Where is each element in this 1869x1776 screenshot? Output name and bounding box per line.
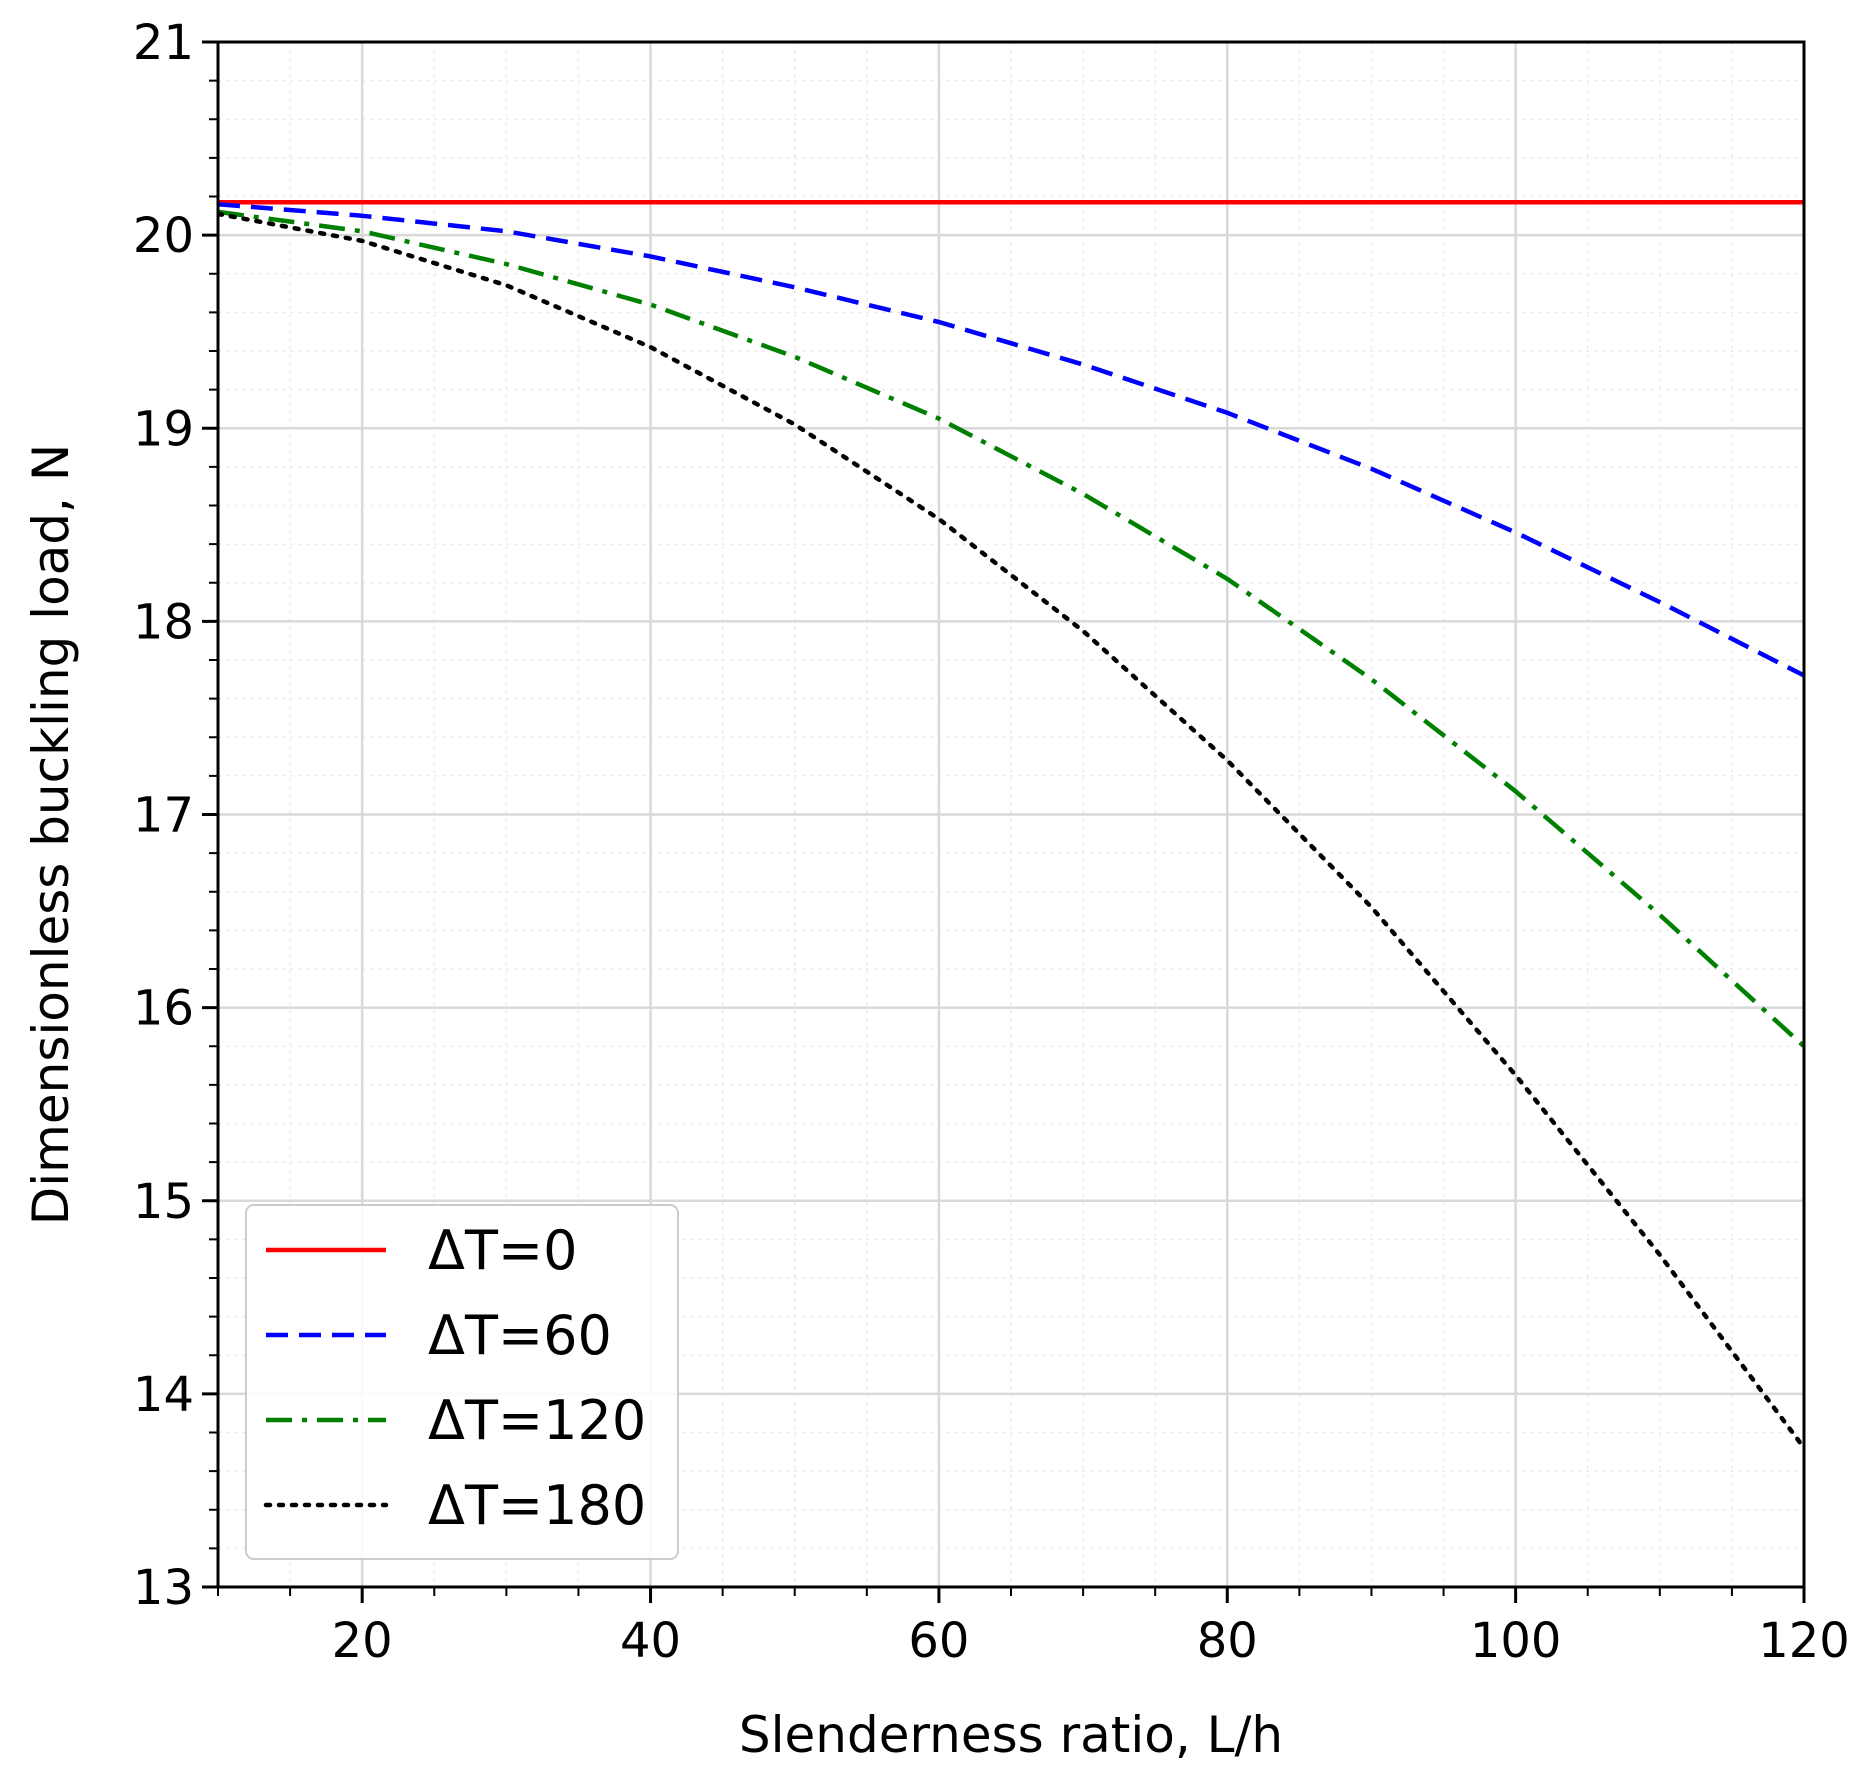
x-tick-label: 80 [1197,1613,1258,1669]
x-tick-label: 40 [620,1613,681,1669]
x-tick-label: 20 [332,1613,393,1669]
series-line-2 [218,209,1804,1048]
y-tick-label: 17 [133,788,194,844]
x-tick-label: 100 [1470,1613,1562,1669]
y-tick-label: 13 [133,1560,194,1616]
y-tick-label: 18 [133,594,194,650]
y-tick-label: 21 [133,15,194,71]
legend-label-3: ΔT=180 [428,1474,646,1537]
tick-labels: 20 40 60 80 100 120 13 14 15 16 17 18 19 20 21 [133,15,1850,1669]
legend-label-2: ΔT=120 [428,1389,646,1452]
y-tick-label: 20 [133,208,194,264]
legend-label-0: ΔT=0 [428,1219,578,1282]
legend: ΔT=0 ΔT=60 ΔT=120 ΔT=180 [245,1204,679,1560]
y-tick-label: 16 [133,981,194,1037]
x-tick-label: 120 [1758,1613,1850,1669]
x-axis-label: Slenderness ratio, L/h [739,1706,1283,1764]
legend-box [245,1204,679,1560]
x-tick-label: 60 [908,1613,969,1669]
axis-ticks [202,40,1806,1603]
y-tick-label: 19 [133,401,194,457]
series-layer [218,200,1804,1451]
series-line-1 [218,201,1804,678]
series-line-3 [218,211,1804,1451]
legend-label-1: ΔT=60 [428,1304,612,1367]
major-grid [218,40,1806,1589]
y-axis-label: Dimensionless buckling load, N [22,444,80,1225]
y-tick-label: 15 [133,1174,194,1230]
y-tick-label: 14 [133,1367,194,1423]
